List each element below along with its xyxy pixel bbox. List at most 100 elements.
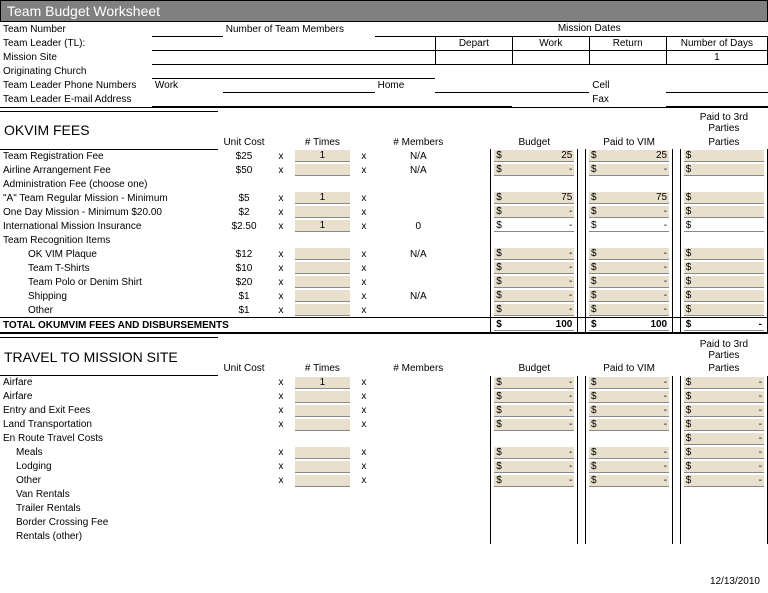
money-cell: $- (585, 390, 672, 404)
money-cell: $75 (585, 191, 672, 205)
row-times[interactable]: 1 (292, 376, 353, 390)
row-members (375, 376, 462, 390)
money-cell: $ (680, 289, 767, 303)
x-sep: x (270, 376, 292, 390)
x-sep: x (270, 390, 292, 404)
row-label: Team T-Shirts (0, 261, 218, 275)
okvim-fees-table: OKVIM FEES Paid to 3rd Parties Unit Cost… (0, 107, 768, 334)
x-sep: x (353, 163, 375, 177)
row-times[interactable] (292, 390, 353, 404)
row-times[interactable] (292, 177, 353, 191)
team-number-label: Team Number (0, 22, 152, 36)
phone-cell-field[interactable] (666, 78, 767, 92)
money-cell: $ (680, 247, 767, 261)
tl-email-field[interactable] (152, 92, 512, 106)
orig-church-field[interactable] (152, 64, 436, 78)
money-cell: $- (680, 376, 767, 390)
money-cell: $ (680, 163, 767, 177)
money-cell: $ (680, 205, 767, 219)
row-members (375, 488, 462, 502)
x-sep: x (353, 205, 375, 219)
row-members (375, 191, 462, 205)
tl-email-label: Team Leader E-mail Address (0, 92, 152, 106)
row-label: Rentals (other) (0, 530, 218, 544)
row-unitcost: $5 (218, 191, 270, 205)
money-cell: $ (680, 149, 767, 163)
x-sep: x (353, 149, 375, 163)
mission-dates-label: Mission Dates (512, 22, 666, 36)
row-members: 0 (375, 219, 462, 233)
team-leader-field[interactable] (152, 36, 436, 50)
row-label: Other (0, 474, 218, 488)
x-sep: x (353, 404, 375, 418)
row-times[interactable] (292, 516, 353, 530)
work-label: Work (512, 36, 589, 50)
row-unitcost (218, 474, 270, 488)
money-cell: $- (585, 376, 672, 390)
row-times[interactable] (292, 261, 353, 275)
row-times[interactable] (292, 303, 353, 318)
row-times[interactable] (292, 488, 353, 502)
depart-field[interactable] (435, 50, 512, 64)
row-label: Airfare (0, 390, 218, 404)
row-times[interactable] (292, 233, 353, 247)
phone-work-field[interactable] (223, 78, 375, 92)
footer-date: 12/13/2010 (710, 576, 760, 587)
row-times[interactable] (292, 460, 353, 474)
phone-home-field[interactable] (435, 78, 589, 92)
mission-site-label: Mission Site (0, 50, 152, 64)
team-leader-label: Team Leader (TL): (0, 36, 152, 50)
x-sep (353, 233, 375, 247)
row-times[interactable] (292, 289, 353, 303)
row-unitcost: $50 (218, 163, 270, 177)
travel-table: TRAVEL TO MISSION SITE Paid to 3rd Parti… (0, 333, 768, 544)
x-sep: x (353, 219, 375, 233)
money-cell: $- (680, 474, 767, 488)
worksheet-title: Team Budget Worksheet (0, 0, 768, 22)
money-cell: $75 (491, 191, 578, 205)
row-members (375, 261, 462, 275)
row-unitcost (218, 488, 270, 502)
num-members-label: Number of Team Members (223, 22, 375, 36)
row-times[interactable] (292, 446, 353, 460)
row-members (375, 474, 462, 488)
x-sep: x (270, 163, 292, 177)
x-sep: x (270, 191, 292, 205)
team-number-field[interactable] (152, 22, 223, 36)
row-times[interactable] (292, 247, 353, 261)
row-members (375, 177, 462, 191)
row-unitcost (218, 432, 270, 446)
x-sep (270, 432, 292, 446)
work-field[interactable] (512, 50, 589, 64)
row-times[interactable] (292, 474, 353, 488)
mission-site-field[interactable] (152, 50, 436, 64)
row-times[interactable] (292, 530, 353, 544)
row-label: One Day Mission - Minimum $20.00 (0, 205, 218, 219)
row-times[interactable] (292, 404, 353, 418)
row-times[interactable]: 1 (292, 219, 353, 233)
row-members (375, 432, 462, 446)
row-times[interactable] (292, 205, 353, 219)
num-members-field[interactable] (375, 22, 436, 36)
money-cell: $- (491, 460, 578, 474)
x-sep: x (270, 474, 292, 488)
row-unitcost (218, 376, 270, 390)
row-unitcost (218, 502, 270, 516)
x-sep: x (353, 376, 375, 390)
money-cell: $- (585, 303, 672, 318)
row-label: Team Polo or Denim Shirt (0, 275, 218, 289)
row-times[interactable] (292, 418, 353, 432)
row-label: International Mission Insurance (0, 219, 218, 233)
row-times[interactable] (292, 432, 353, 446)
row-times[interactable] (292, 163, 353, 177)
fax-field[interactable] (666, 92, 767, 106)
row-times[interactable] (292, 275, 353, 289)
return-field[interactable] (589, 50, 666, 64)
row-times[interactable]: 1 (292, 191, 353, 205)
x-sep: x (353, 303, 375, 318)
money-cell: $- (585, 404, 672, 418)
row-times[interactable]: 1 (292, 149, 353, 163)
row-times[interactable] (292, 502, 353, 516)
x-sep (353, 177, 375, 191)
row-unitcost: $10 (218, 261, 270, 275)
